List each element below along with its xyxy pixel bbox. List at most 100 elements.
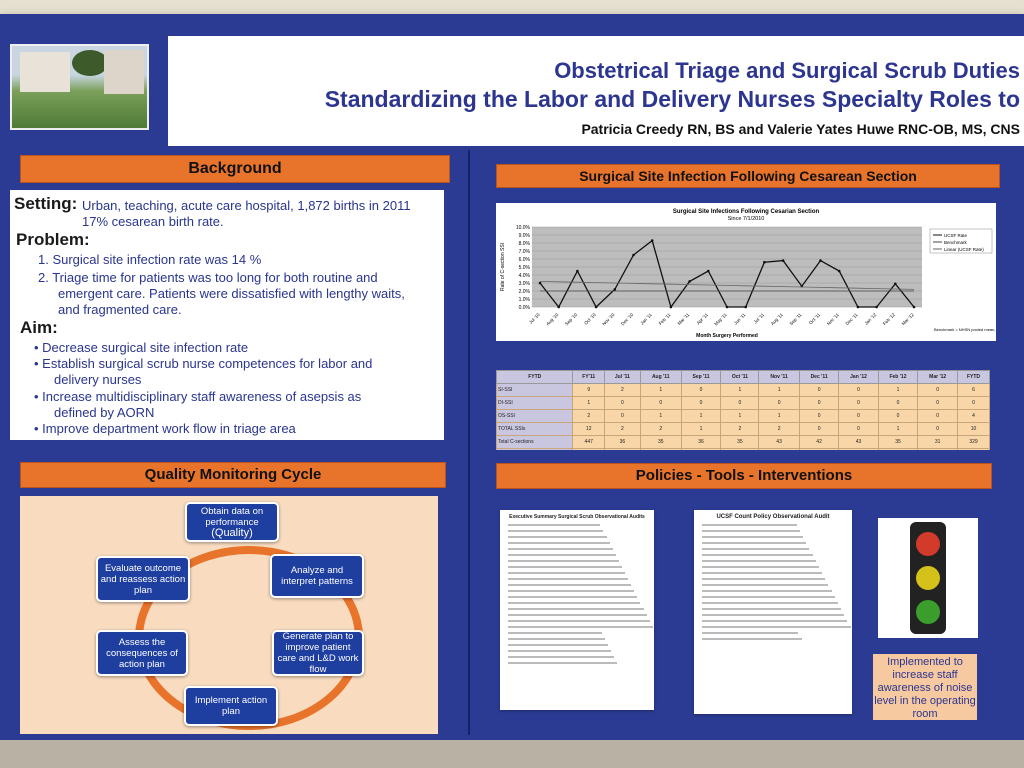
- text-line: [702, 530, 800, 532]
- floor-edge: [0, 740, 1024, 768]
- data-point: [875, 305, 878, 309]
- table-cell: 2.9%: [877, 448, 919, 450]
- ssi-chart: Surgical Site Infections Following Cesar…: [500, 209, 1024, 339]
- y-tick-label: 9.0%: [519, 233, 531, 239]
- table-cell: 0: [917, 383, 959, 397]
- data-point: [594, 305, 598, 309]
- table-cell: 36: [603, 435, 641, 449]
- table-cell: 0: [838, 396, 879, 410]
- table-cell: 6.1%: [639, 448, 682, 450]
- table-cell: 0.0%: [917, 448, 959, 450]
- table-cell: 329: [957, 435, 990, 449]
- table-cell: Total C-sections: [496, 435, 574, 449]
- table-cell: 9: [572, 383, 605, 397]
- text-line: [508, 590, 635, 592]
- background-header: Background: [20, 155, 450, 183]
- text-line: [702, 596, 835, 598]
- ssi-header: Surgical Site Infection Following Cesare…: [496, 164, 1000, 188]
- table-cell: 10: [957, 422, 990, 436]
- x-tick-label: Sep '10: [564, 312, 579, 327]
- table-cell: 31: [917, 435, 959, 449]
- table-cell: 35: [877, 435, 919, 449]
- table-cell: 1: [639, 409, 682, 423]
- series-line: [539, 281, 915, 290]
- legend-entry: Benchmark: [944, 240, 968, 245]
- y-tick-label: 0.0%: [519, 305, 531, 311]
- text-line: [508, 614, 647, 616]
- data-point: [819, 259, 822, 262]
- text-line: [508, 620, 650, 622]
- table-header-cell: FYTD: [957, 370, 990, 384]
- text-line: [702, 626, 851, 628]
- text-line: [702, 584, 829, 586]
- step-obtain-sub: (Quality): [211, 526, 253, 539]
- problem-item: 1. Surgical site infection rate was 14 %: [38, 252, 262, 267]
- table-cell: 43: [838, 435, 879, 449]
- text-line: [508, 536, 607, 538]
- table-cell: 42: [798, 435, 840, 449]
- aim-item: • Establish surgical scrub nurse compete…: [34, 356, 373, 371]
- table-cell: 36: [680, 435, 722, 449]
- y-tick-label: 1.0%: [519, 297, 531, 303]
- data-point: [837, 269, 841, 273]
- table-cell: 2.8%: [680, 448, 722, 450]
- table-row: OS-SSI 2 0 1 1 1 1 0 0 0 0 4: [496, 409, 990, 423]
- problem-item: emergent care. Patients were dissatisfie…: [58, 286, 405, 301]
- text-line: [702, 566, 819, 568]
- x-tick-label: Jul '10: [528, 312, 541, 325]
- x-tick-label: Aug '11: [770, 312, 784, 326]
- table-row: SI-SSI 9 2 1 0 1 1 0 0 1 0 6: [496, 383, 990, 397]
- x-tick-label: Feb '12: [882, 312, 896, 326]
- text-line: [508, 596, 638, 598]
- background-panel: Setting: Urban, teaching, acute care hos…: [10, 190, 444, 440]
- red-light-icon: [916, 532, 940, 556]
- table-cell: 0: [603, 396, 641, 410]
- table-header-cell: Jan '12: [838, 370, 879, 384]
- data-point: [744, 305, 747, 309]
- setting-label: Setting:: [14, 194, 78, 213]
- table-cell: 2: [603, 383, 641, 397]
- problem-label: Problem:: [16, 230, 90, 249]
- ssi-table: FYTD FY'11 Jul '11 Aug '11 Sep '11 Oct '11 Nov…: [496, 370, 990, 450]
- table-cell: 447: [572, 435, 605, 449]
- table-cell: 2.7%: [572, 448, 605, 450]
- table-header-cell: Aug '11: [639, 370, 682, 384]
- aim-item: • Decrease surgical site infection rate: [34, 340, 249, 355]
- data-point: [538, 281, 542, 285]
- table-cell: 0.0%: [798, 448, 840, 450]
- table-cell: 0.0%: [838, 448, 879, 450]
- aim-item: • Improve department work flow in triage…: [34, 421, 296, 436]
- quality-cycle-header: Quality Monitoring Cycle: [20, 462, 446, 488]
- table-row: DI-SSI 1 0 0 0 0 0 0 0 0 0 0: [496, 396, 990, 410]
- ssi-data-table: FYTD FY'11 Jul '11 Aug '11 Sep '11 Oct '11 Nov…: [496, 370, 990, 450]
- data-point: [632, 253, 635, 257]
- text-line: [508, 572, 626, 574]
- text-line: [702, 614, 845, 616]
- text-line: [702, 632, 799, 634]
- table-header-cell: FY'11: [572, 370, 605, 384]
- aim-item: • Increase multidisciplinary staff aware…: [34, 389, 362, 404]
- table-cell: 1: [758, 409, 800, 423]
- table-cell: 1: [720, 383, 760, 397]
- step-obtain-text: Obtain data on performance: [200, 505, 264, 528]
- text-line: [702, 602, 838, 604]
- x-tick-label: Jan '12: [864, 312, 878, 326]
- table-cell: 0: [838, 422, 879, 436]
- y-tick-label: 3.0%: [519, 281, 531, 287]
- x-tick-label: Oct '10: [583, 312, 597, 326]
- data-point: [856, 305, 860, 309]
- text-line: [508, 644, 609, 646]
- text-line: [702, 548, 810, 550]
- x-tick-label: Dec '11: [845, 312, 859, 326]
- step-generate-plan: Generate plan to improve patient care an…: [272, 630, 364, 676]
- table-header-cell: Jul '11: [603, 370, 641, 384]
- table-cell: 0: [680, 383, 722, 397]
- legend-entry: Linear (UCSF Rate): [944, 247, 984, 252]
- data-point: [557, 305, 560, 309]
- table-cell: DI-SSI: [496, 396, 574, 410]
- table-cell: 3.0%: [957, 448, 990, 450]
- legend-entry: UCSF Rate: [944, 233, 968, 238]
- data-point: [707, 269, 710, 273]
- x-tick-label: Jul '11: [753, 312, 766, 325]
- x-tick-label: May '11: [713, 312, 728, 327]
